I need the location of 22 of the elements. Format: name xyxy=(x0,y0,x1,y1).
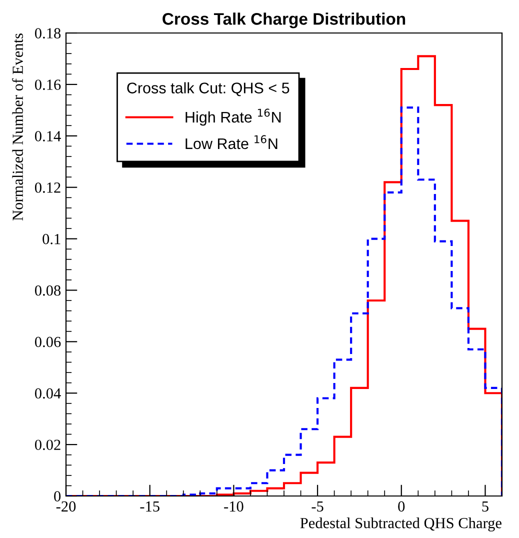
x-axis-title: Pedestal Subtracted QHS Charge xyxy=(300,517,502,532)
y-tick-label: 0.06 xyxy=(34,336,61,348)
y-tick-label: 0.04 xyxy=(34,388,61,399)
x-tick-label: -5 xyxy=(312,501,324,512)
y-axis-title: Normalized Number of Events xyxy=(12,34,23,221)
chart-title: Cross Talk Charge Distribution xyxy=(162,12,406,28)
legend-label: Low Rate $^{16}$N xyxy=(186,135,278,150)
y-tick-label: 0 xyxy=(54,491,61,502)
x-tick-label: 5 xyxy=(482,501,488,512)
y-tick-label: 0.12 xyxy=(34,182,60,193)
x-tick-label: -10 xyxy=(224,501,244,512)
y-tick-label: 0.08 xyxy=(34,285,61,296)
y-tick-label: 0.14 xyxy=(34,131,61,142)
legend-label: High Rate $^{16}$N xyxy=(186,108,281,126)
x-tick-label: 0 xyxy=(398,501,405,512)
y-tick-label: 0.18 xyxy=(34,28,61,39)
x-tick-label: -15 xyxy=(140,501,160,512)
legend-title: Cross talk Cut: QHS < 5 xyxy=(127,82,290,96)
y-tick-label: 0.1 xyxy=(42,234,60,244)
x-tick-label: -20 xyxy=(56,501,76,512)
y-tick-label: 0.02 xyxy=(34,440,60,450)
y-tick-label: 0.16 xyxy=(34,80,61,90)
